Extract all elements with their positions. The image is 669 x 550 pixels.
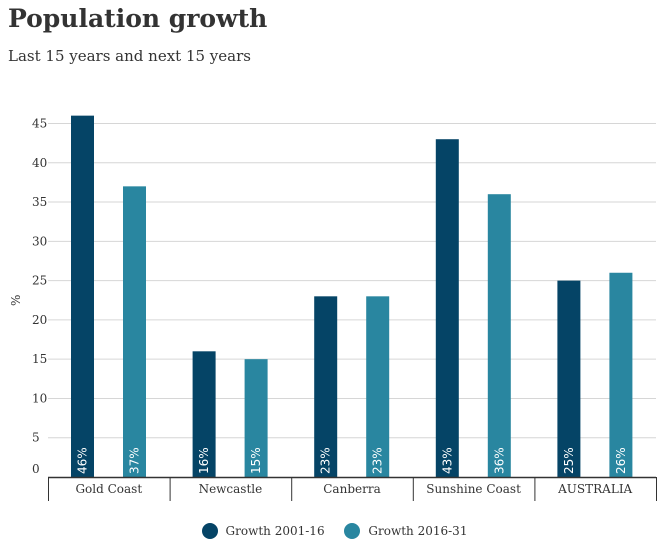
bar-data-label: 16%: [197, 447, 211, 474]
x-axis: Gold Coast Newcastle Canberra Sunshine Coas…: [48, 476, 657, 501]
bar-data-label: 43%: [440, 447, 454, 474]
bar-data-label: 15%: [249, 447, 263, 474]
bar-gold-coast-series-1[interactable]: [71, 115, 94, 478]
y-axis-label: %: [9, 295, 23, 306]
y-tick-label: 25: [32, 274, 47, 288]
y-tick-label: 35: [32, 195, 47, 209]
bar-data-label: 25%: [562, 447, 576, 474]
bar-newcastle-series-2[interactable]: [244, 359, 268, 477]
bar-canberra-series-2[interactable]: [366, 296, 390, 477]
y-tick-label: 20: [32, 313, 47, 327]
x-tick-label: Canberra: [323, 482, 380, 496]
x-tick-label: Gold Coast: [75, 482, 142, 496]
legend-label: Growth 2001-16: [225, 524, 325, 538]
bar-australia-series-2[interactable]: [609, 272, 633, 477]
x-tick-label: AUSTRALIA: [557, 482, 632, 496]
legend-item-series-1[interactable]: Growth 2001-16: [201, 523, 325, 539]
y-tick-label: 5: [32, 431, 40, 445]
x-tick-label: Newcastle: [199, 482, 263, 496]
bar-sunshine-coast-series-2[interactable]: [487, 194, 511, 477]
y-axis: 0 5 10 15 20 25 30 35 40 45: [32, 117, 47, 477]
bar-data-label: 23%: [319, 447, 333, 474]
legend-item-series-2[interactable]: Growth 2016-31: [344, 523, 467, 539]
bar-sunshine-coast-series-1[interactable]: [435, 139, 459, 477]
bar-series: [71, 115, 633, 478]
bar-newcastle-series-1[interactable]: [192, 351, 216, 477]
bar-gold-coast-series-2[interactable]: [123, 186, 146, 477]
y-tick-label: 45: [32, 117, 47, 131]
chart-title: Population growth: [8, 4, 268, 33]
bar-data-label: 23%: [371, 447, 385, 474]
y-tick-label: 40: [32, 156, 47, 170]
y-tick-label: 15: [32, 352, 47, 366]
bar-canberra-series-1[interactable]: [314, 296, 338, 477]
legend-swatch-series-1: [201, 523, 218, 539]
chart-subtitle: Last 15 years and next 15 years: [8, 47, 251, 65]
bar-data-label: 26%: [614, 447, 628, 474]
bar-australia-series-1[interactable]: [557, 280, 581, 477]
grid-lines: [48, 123, 656, 439]
legend-label: Growth 2016-31: [368, 524, 468, 538]
bar-data-label: 36%: [492, 447, 506, 474]
bar-data-label: 46%: [76, 447, 90, 474]
y-tick-label: 30: [32, 234, 47, 248]
legend-swatch-series-2: [344, 523, 361, 539]
bar-data-label: 37%: [128, 447, 142, 474]
legend: Growth 2001-16 Growth 2016-31: [0, 523, 669, 542]
bar-data-labels: 46% 16% 23% 43% 25% 37% 15% 23% 36% 26%: [76, 447, 628, 474]
x-tick-label: Sunshine Coast: [426, 482, 521, 496]
y-tick-label: 10: [32, 391, 47, 405]
y-tick-label: 0: [32, 462, 40, 476]
